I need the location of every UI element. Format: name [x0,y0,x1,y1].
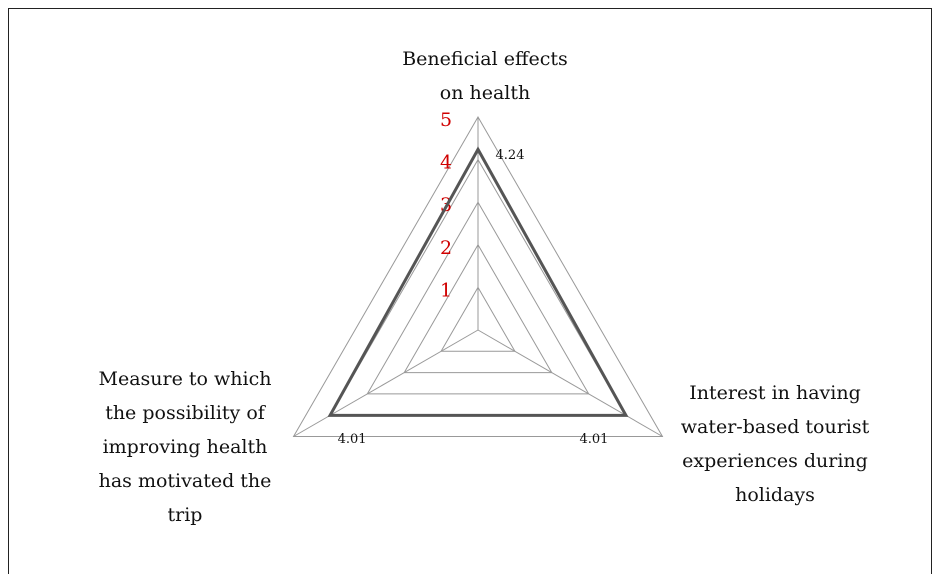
category-label: Beneficial effects [402,48,568,70]
grid-ring [403,243,553,374]
r-tick-label: 5 [440,109,452,131]
category-label: trip [168,504,203,526]
category-label: has motivated the [99,470,272,492]
category-label: Interest in having [689,382,861,404]
axis-line [477,329,663,437]
value-label: 4.24 [496,148,525,163]
r-tick-label: 2 [440,237,452,259]
category-label: improving health [103,436,268,458]
grid-ring [366,201,590,395]
axis-line [293,329,479,437]
category-label: holidays [735,484,815,506]
category-label: the possibility of [105,402,267,424]
grid-ring [292,116,664,437]
frame [8,8,932,574]
category-label: water-based tourist [681,416,870,438]
grid-ring [440,286,516,352]
category-label: experiences during [682,450,868,472]
data-line [327,146,629,417]
category-label: on health [440,82,530,104]
value-label: 4.01 [579,432,608,447]
r-tick-label: 1 [440,279,452,301]
r-tick-label: 4 [440,152,452,174]
value-label: 4.01 [338,432,367,447]
category-label: Measure to which [99,368,272,390]
